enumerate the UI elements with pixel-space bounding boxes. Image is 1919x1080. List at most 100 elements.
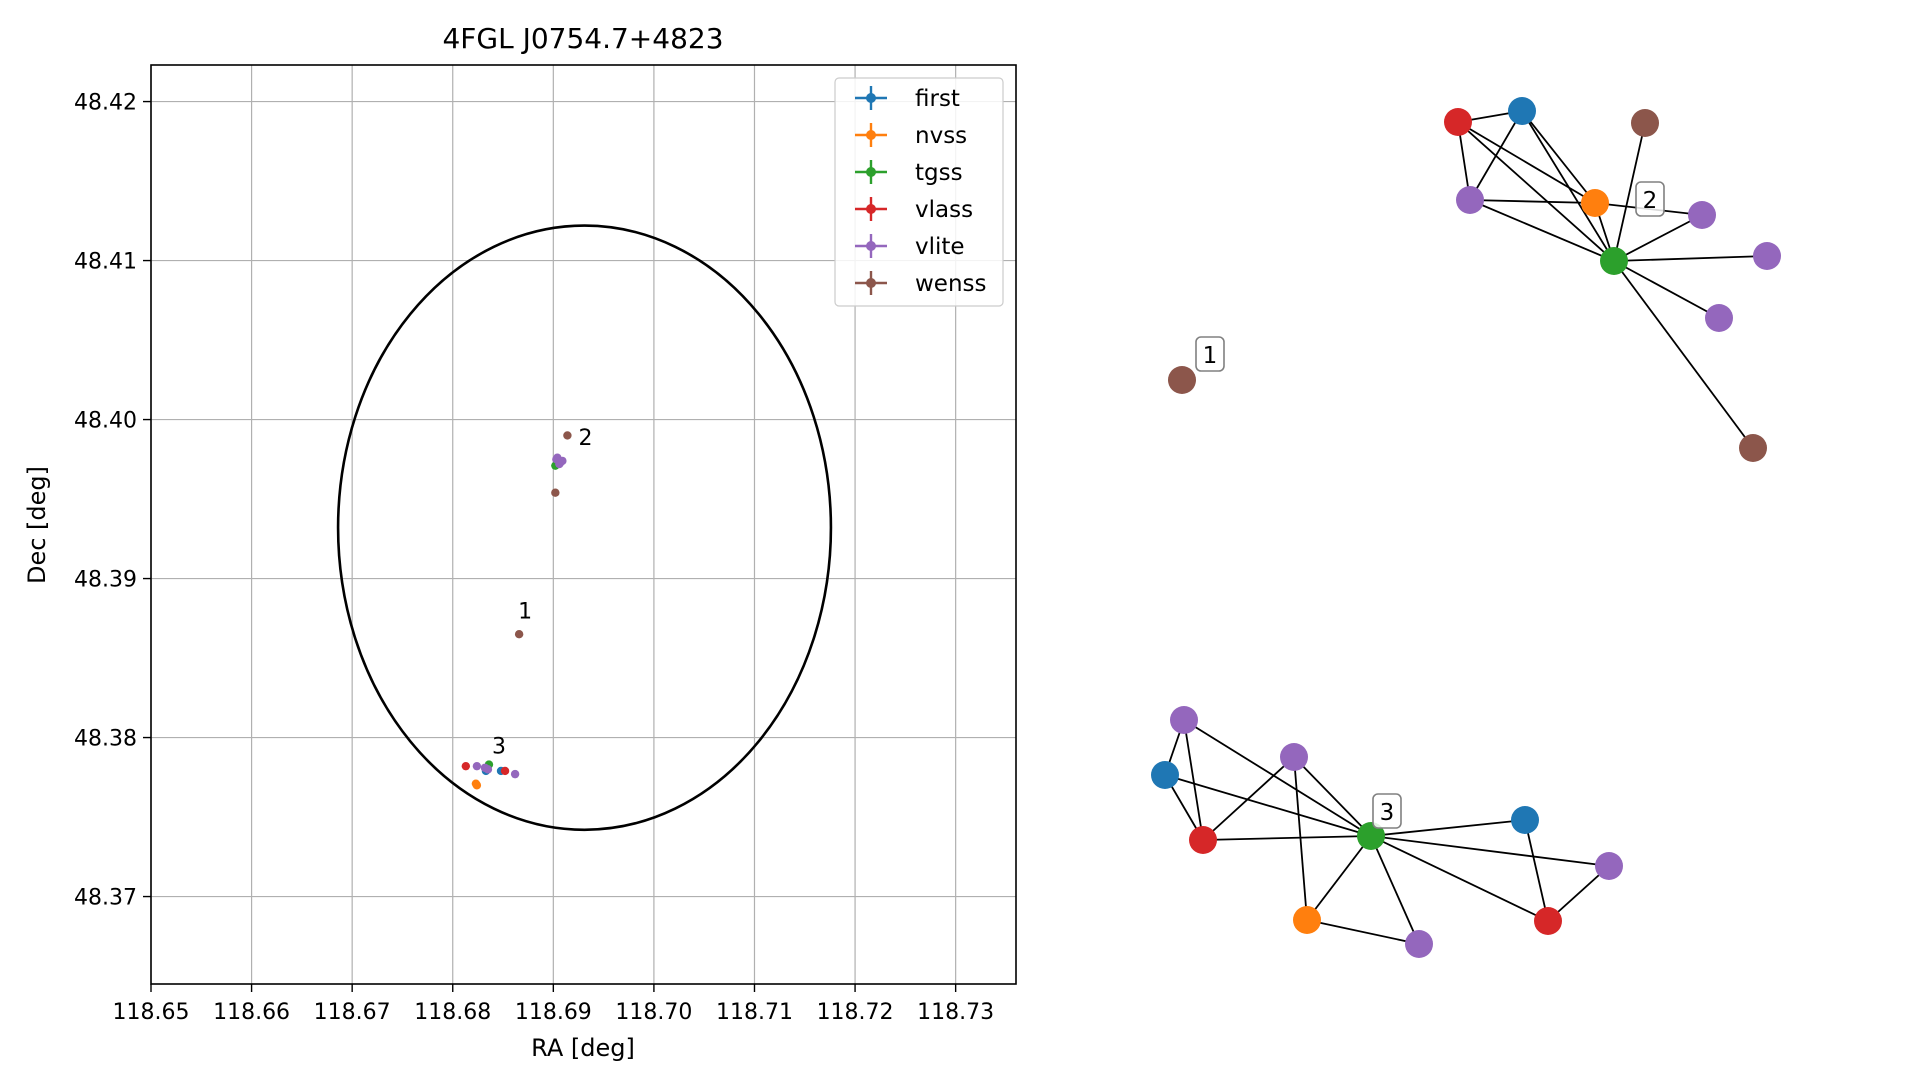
graph-node-vlass: [1189, 826, 1217, 854]
y-axis-ticks: 48.37 48.38 48.39 48.40 48.41 48.42: [74, 91, 151, 911]
y-tick-label: 48.39: [74, 568, 137, 593]
graph-node-wenss: [1631, 109, 1659, 137]
graph-node-wenss: [1168, 366, 1196, 394]
legend-label: nvss: [915, 123, 967, 149]
graph-node-vlite: [1405, 930, 1433, 958]
graph-edge: [1613, 260, 1754, 449]
y-tick-label: 48.40: [74, 409, 137, 434]
graph-label: 1: [1195, 336, 1225, 372]
legend-label: tgss: [915, 160, 963, 186]
graph-node-vlite: [1595, 852, 1623, 880]
graph-node-tgss: [1357, 822, 1385, 850]
graph-node-vlass: [1444, 108, 1472, 136]
graph-edge: [1370, 835, 1549, 922]
graph-edge: [1613, 122, 1646, 262]
graph-label: 3: [1372, 793, 1402, 829]
graph-edge: [1469, 110, 1523, 201]
graph-label-text: 3: [1380, 800, 1395, 826]
graph-labels: 1 2 3: [1195, 181, 1665, 829]
error-ellipse-layer: [336, 224, 833, 832]
point-wenss: [514, 630, 524, 639]
y-axis-label: Dec [deg]: [23, 466, 51, 584]
graph-edges: [1164, 110, 1768, 945]
graph-nodes: [1151, 97, 1781, 958]
graph-edge: [1469, 199, 1596, 204]
graph-edge: [1183, 719, 1372, 837]
graph-edge: [1457, 121, 1596, 204]
graph-edge: [1293, 756, 1372, 837]
graph-node-tgss: [1600, 247, 1628, 275]
x-tick-label: 118.73: [917, 1000, 994, 1025]
x-tick-label: 118.68: [414, 1000, 491, 1025]
annotation-label: 3: [492, 734, 506, 759]
graph-edge: [1202, 756, 1295, 841]
x-axis-label: RA [deg]: [531, 1034, 635, 1062]
graph-edge: [1457, 121, 1615, 262]
y-tick-label: 48.37: [74, 886, 137, 911]
point-vlite: [510, 769, 520, 779]
legend-label: vlite: [915, 234, 965, 260]
chart-title: 4FGL J0754.7+4823: [442, 22, 723, 55]
graph-node-vlite: [1170, 706, 1198, 734]
point-nvss: [472, 781, 482, 790]
point-vlite: [483, 765, 493, 774]
x-tick-label: 118.66: [213, 1000, 290, 1025]
plot-frame: [150, 64, 1017, 985]
graph-node-wenss: [1739, 434, 1767, 462]
point-vlass: [500, 766, 510, 776]
legend-entry-first: first: [855, 86, 960, 112]
y-tick-label: 48.42: [74, 91, 137, 116]
graph-edge: [1164, 774, 1372, 837]
legend-entry-nvss: nvss: [855, 123, 967, 149]
annotation-label: 1: [518, 599, 532, 624]
graph-node-vlite: [1688, 201, 1716, 229]
graph-edge: [1613, 255, 1768, 262]
y-tick-label: 48.38: [74, 727, 137, 752]
x-tick-label: 118.65: [113, 1000, 190, 1025]
graph-edge: [1306, 919, 1420, 945]
legend-marker-dot: [866, 167, 876, 177]
point-wenss: [563, 431, 572, 440]
legend-marker-dot: [866, 130, 876, 140]
graph-node-first: [1151, 761, 1179, 789]
annotation-label: 2: [579, 426, 593, 451]
graph-node-vlite: [1280, 743, 1308, 771]
x-tick-label: 118.69: [515, 1000, 592, 1025]
point-vlite: [472, 761, 482, 771]
data-points: [461, 431, 572, 790]
graph-node-nvss: [1293, 906, 1321, 934]
graph-edge: [1521, 110, 1596, 204]
graph-node-vlass: [1534, 907, 1562, 935]
graph-edge: [1469, 199, 1615, 262]
y-tick-label: 48.41: [74, 250, 137, 275]
x-tick-label: 118.71: [716, 1000, 793, 1025]
graph-edge: [1202, 835, 1372, 841]
legend-marker-dot: [866, 93, 876, 103]
legend-label: wenss: [915, 271, 987, 297]
graph-edge: [1370, 819, 1526, 837]
graph-edge: [1524, 819, 1549, 922]
graph-node-first: [1508, 97, 1536, 125]
scatter-plot: 4FGL J0754.7+4823 1 2 3 118.65 118.66 118.67…: [23, 22, 1017, 1062]
legend-entry-tgss: tgss: [855, 160, 963, 186]
point-vlite: [558, 456, 567, 466]
legend-entry-vlite: vlite: [855, 234, 965, 260]
graph-edge: [1370, 835, 1420, 945]
graph-label: 2: [1635, 181, 1665, 217]
graph-edge: [1306, 835, 1372, 921]
graph-edge: [1183, 719, 1204, 841]
x-tick-label: 118.67: [314, 1000, 391, 1025]
legend-marker-dot: [866, 241, 876, 251]
legend-marker-dot: [866, 204, 876, 214]
graph-node-vlite: [1753, 242, 1781, 270]
graph-edge: [1613, 260, 1720, 319]
x-tick-label: 118.72: [817, 1000, 894, 1025]
legend: first nvss tgss vlass vlite wenss: [834, 77, 1004, 307]
graph-edge: [1521, 110, 1615, 262]
x-axis-ticks: 118.65 118.66 118.67 118.68 118.69 118.70 118.…: [113, 984, 994, 1025]
point-wenss: [551, 488, 560, 497]
legend-entry-vlass: vlass: [855, 197, 973, 223]
annotations: 1 2 3: [492, 426, 593, 759]
legend-label: first: [915, 86, 960, 112]
